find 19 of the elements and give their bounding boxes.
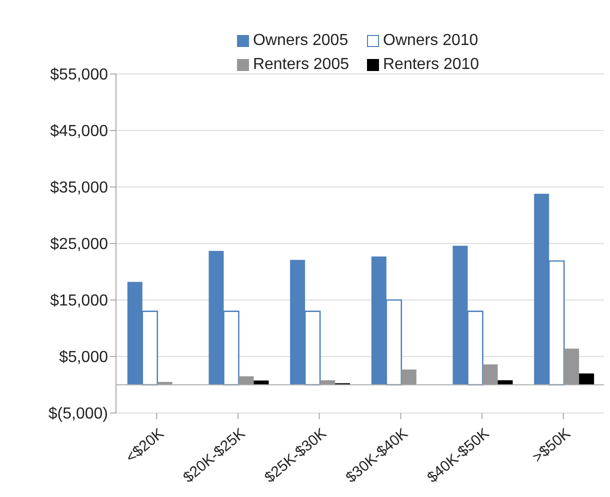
bar — [401, 369, 416, 385]
y-tick-label: $25,000 — [50, 236, 108, 254]
bar — [498, 380, 513, 385]
bar — [564, 348, 580, 385]
legend-label: Renters 2005 — [252, 56, 349, 74]
y-tick-label: $(5,000) — [48, 406, 108, 423]
bar — [254, 380, 269, 385]
bar — [579, 373, 594, 385]
y-tick-label: $5,000 — [59, 349, 108, 366]
y-tick-label: $45,000 — [50, 123, 108, 140]
legend-label: Owners 2005 — [252, 32, 348, 50]
y-tick-label: $55,000 — [50, 66, 108, 84]
legend-label: Renters 2010 — [383, 56, 480, 74]
bar — [238, 376, 254, 385]
bar — [482, 364, 498, 385]
legend-label: Owners 2010 — [383, 32, 478, 50]
bar — [320, 380, 336, 385]
y-tick-label: $35,000 — [50, 180, 108, 197]
y-tick-label: $15,000 — [50, 292, 108, 310]
